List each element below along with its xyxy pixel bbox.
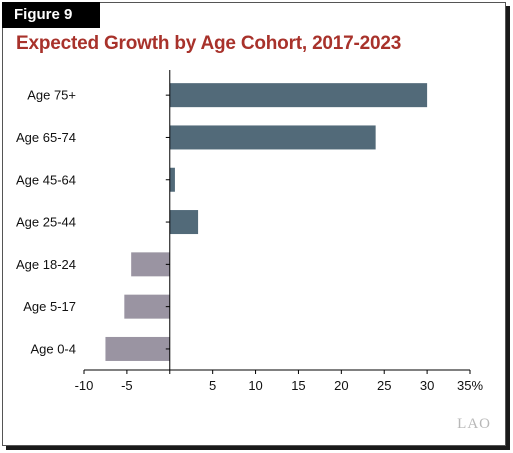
figure-frame	[2, 2, 506, 446]
x-tick-label: 20	[334, 378, 348, 393]
category-label: Age 5-17	[23, 299, 76, 314]
x-tick-label: 10	[248, 378, 262, 393]
bar-age-45-64	[169, 167, 175, 192]
bar-age-65-74	[169, 125, 376, 150]
bar-age-75-	[169, 83, 428, 108]
x-tick-label: 35%	[457, 378, 483, 393]
bar-age-18-24	[131, 252, 170, 277]
x-tick-label: -10	[75, 378, 94, 393]
category-label: Age 75+	[27, 88, 76, 103]
category-label: Age 65-74	[16, 130, 76, 145]
bar-age-5-17	[124, 294, 170, 319]
figure-label: Figure 9	[2, 2, 100, 28]
bar-age-25-44	[169, 210, 199, 235]
x-tick-label: -5	[121, 378, 133, 393]
x-tick-label: 25	[377, 378, 391, 393]
x-tick-label: 30	[420, 378, 434, 393]
chart-title: Expected Growth by Age Cohort, 2017-2023	[16, 33, 402, 54]
category-label: Age 18-24	[16, 257, 76, 272]
bar-age-0-4	[105, 336, 170, 361]
lao-watermark: LAO	[457, 416, 491, 432]
category-label: Age 45-64	[16, 172, 76, 187]
x-tick-label: 15	[291, 378, 305, 393]
x-tick-label: 5	[209, 378, 216, 393]
category-label: Age 25-44	[16, 215, 76, 230]
category-label: Age 0-4	[30, 341, 76, 356]
